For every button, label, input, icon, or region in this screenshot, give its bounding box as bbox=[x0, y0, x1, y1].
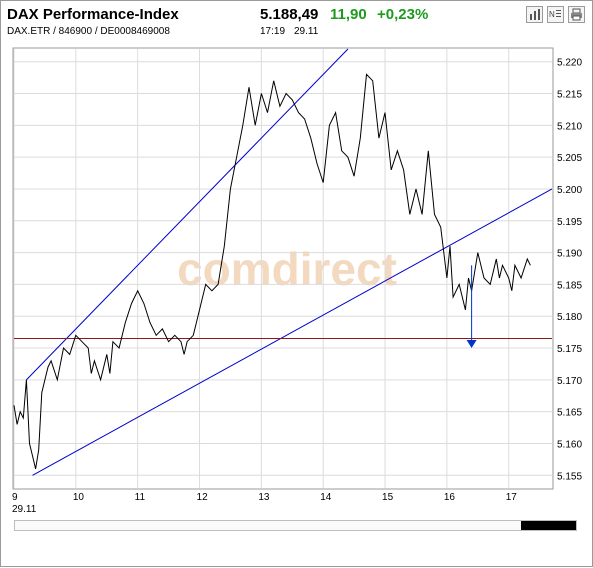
bar-chart-icon[interactable] bbox=[526, 6, 543, 23]
y-tick-label: 5.165 bbox=[557, 408, 582, 419]
x-tick-label: 12 bbox=[197, 492, 209, 503]
y-tick-label: 5.175 bbox=[557, 344, 582, 355]
trend-line bbox=[32, 188, 553, 476]
x-tick-label: 15 bbox=[382, 492, 394, 503]
print-icon[interactable] bbox=[568, 6, 585, 23]
quote-time: 17:19 bbox=[260, 26, 286, 37]
y-tick-label: 5.200 bbox=[557, 185, 582, 196]
y-tick-label: 5.220 bbox=[557, 58, 582, 69]
news-icon[interactable]: N bbox=[547, 6, 564, 23]
x-date-label: 29.11 bbox=[12, 504, 37, 515]
svg-text:N: N bbox=[549, 10, 555, 19]
watermark-logo: comdirect bbox=[177, 243, 397, 295]
last-price: 5.188,49 bbox=[260, 6, 319, 23]
x-tick-label: 13 bbox=[258, 492, 270, 503]
y-tick-label: 5.210 bbox=[557, 121, 582, 132]
index-title: DAX Performance-Index bbox=[7, 6, 179, 23]
price-change-percent: +0,23% bbox=[377, 6, 429, 23]
y-tick-label: 5.205 bbox=[557, 153, 582, 164]
quote-date: 29.11 bbox=[294, 26, 319, 37]
price-series-line bbox=[13, 73, 531, 470]
y-tick-label: 5.215 bbox=[557, 90, 582, 101]
x-tick-label: 11 bbox=[135, 492, 146, 503]
y-tick-label: 5.155 bbox=[557, 471, 582, 482]
time-scrollbar[interactable] bbox=[14, 520, 577, 531]
x-tick-label: 16 bbox=[444, 492, 456, 503]
y-tick-label: 5.180 bbox=[557, 312, 582, 323]
x-tick-label: 10 bbox=[73, 492, 85, 503]
y-tick-label: 5.170 bbox=[557, 376, 582, 387]
x-tick-label: 14 bbox=[320, 492, 332, 503]
price-change: 11,90 bbox=[330, 6, 367, 23]
scrollbar-thumb[interactable] bbox=[521, 521, 576, 530]
y-tick-label: 5.185 bbox=[557, 280, 582, 291]
plot-area bbox=[12, 47, 554, 490]
x-tick-label: 9 bbox=[12, 492, 18, 503]
y-tick-label: 5.160 bbox=[557, 439, 582, 450]
down-arrow-head bbox=[466, 340, 477, 349]
y-tick-label: 5.190 bbox=[557, 249, 582, 260]
x-tick-label: 17 bbox=[506, 492, 518, 503]
y-tick-label: 5.195 bbox=[557, 217, 582, 228]
index-identifiers: DAX.ETR / 846900 / DE0008469008 bbox=[7, 26, 170, 37]
